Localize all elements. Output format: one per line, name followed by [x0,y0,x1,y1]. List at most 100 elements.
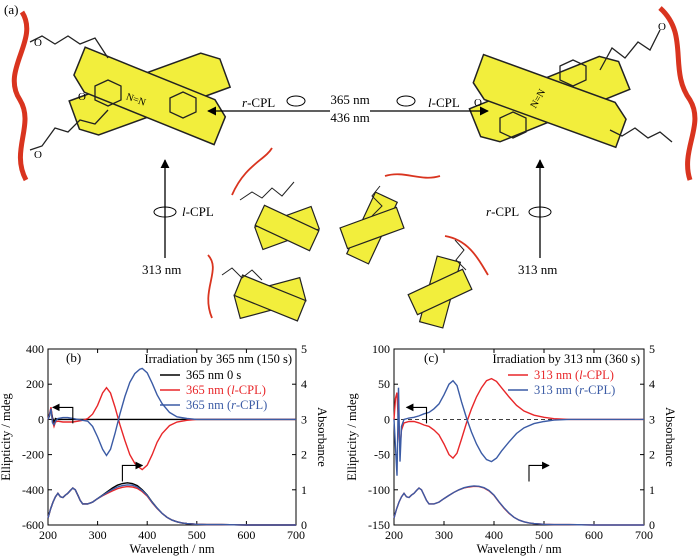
y2-tick-label: 3 [301,412,307,426]
wavelength-365-label: 365 nm [330,92,369,107]
mesogen-small-6 [339,206,405,250]
y2-tick-label: 0 [301,518,307,532]
benzene-ring-lower [499,111,527,139]
y-tick-label: 50 [378,377,390,391]
series-line [393,485,644,526]
chart-title: Irradiation by 313 nm (360 s) [492,352,640,366]
y-axis-label: Ellipticity / mdeg [0,393,13,481]
legend-entry: 365 nm (r-CPL) [186,398,267,412]
panel-label-a: (a) [4,2,18,17]
wavelength-313-label-left: 313 nm [142,262,181,277]
y2-tick-label: 5 [301,342,307,356]
x-tick-label: 200 [39,528,57,542]
oxygen-label: O [34,37,42,49]
y2-tick-label: 4 [301,377,307,391]
legend-entry: 365 nm 0 s [186,368,241,382]
legend-entry: 365 nm (l-CPL) [186,383,266,397]
y-tick-label: 0 [38,412,44,426]
oxygen-label: O [658,21,666,33]
alkyl-chain-small [239,181,295,201]
polymer-chain-small [207,254,214,319]
x-tick-label: 700 [287,528,305,542]
y-tick-label: -600 [22,518,44,532]
chart-title: Irradiation by 365 nm (150 s) [144,352,292,366]
benzene-ring-left [94,79,122,107]
panel-label-c: (c) [424,350,438,365]
axis-pointer-arrow [121,461,144,482]
y-tick-label: 100 [372,342,390,356]
l-cpl-label-top: l-CPL [428,95,460,110]
alkyl-chain-lower-right [609,127,673,143]
series-line [47,485,296,526]
y-tick-label: -400 [22,483,44,497]
plot-frame [47,348,297,526]
rotation-icon [528,206,552,218]
series-line [47,386,296,471]
y-tick-label: -200 [22,448,44,462]
polymer-chain-right [658,6,698,181]
mesogen-block-4 [472,53,627,149]
molecule-cluster-center [207,147,489,329]
y2-tick-label: 1 [649,483,655,497]
series-line [47,367,296,457]
y2-axis-label: Absorbance [315,407,329,467]
mesogen-small-2 [254,204,320,252]
x-tick-label: 600 [585,528,603,542]
legend-entry: 313 nm (l-CPL) [534,368,614,382]
axis-pointer-arrow [405,403,428,424]
alkyl-chain-small [371,185,383,217]
oxygen-label: O [34,149,42,161]
x-tick-label: 300 [89,528,107,542]
y-tick-label: 200 [26,377,44,391]
x-axis-label: Wavelength / nm [129,542,214,556]
mesogen-small-4 [233,274,307,322]
r-cpl-label-top: r-CPL [242,95,275,110]
x-axis-label: Wavelength / nm [476,542,561,556]
mesogen-small-8 [407,268,473,316]
y2-tick-label: 4 [649,377,655,391]
y-tick-label: 0 [384,412,390,426]
oxygen-label: O [474,97,482,109]
rotation-icon [286,95,306,107]
x-tick-label: 600 [237,528,255,542]
y2-tick-label: 2 [301,448,307,462]
y-axis-label: Ellipticity / mdeg [345,393,359,481]
series-line [393,485,644,526]
y-tick-label: -50 [374,448,390,462]
polymer-chain-small [384,173,441,179]
x-tick-label: 400 [485,528,503,542]
wavelength-313-label-right: 313 nm [518,262,557,277]
alkyl-chain-upper-left [29,35,109,59]
y-tick-label: -150 [368,518,390,532]
chart-b: (b) 200 300 400 500 600 700 400 200 0 -200 -400 -60… [0,342,329,556]
molecule-left: O O O N=N [11,10,232,182]
panel-label-b: (b) [66,350,81,365]
y2-tick-label: 2 [649,448,655,462]
x-tick-label: 500 [188,528,206,542]
y2-axis-label: Absorbance [663,407,677,467]
x-tick-label: 200 [385,528,403,542]
alkyl-chain-lower-left [29,109,109,151]
l-cpl-label-left: l-CPL [182,204,214,219]
x-tick-label: 300 [435,528,453,542]
polymer-chain-small [444,235,489,276]
y-tick-label: -100 [368,483,390,497]
scheme-panel: (a) O O O N=N [4,2,698,329]
y2-tick-label: 5 [649,342,655,356]
molecule-right: O O N=N [468,6,698,181]
wavelength-436-label: 436 nm [330,110,369,125]
polymer-chain-left [11,10,30,182]
benzene-ring-right [169,91,197,119]
y2-tick-label: 1 [301,483,307,497]
series-line [47,484,296,526]
axis-pointer-arrow [528,461,550,482]
rotation-icon [396,95,416,107]
mesogen-block-2 [73,46,227,146]
x-tick-label: 500 [535,528,553,542]
polymer-chain-small [231,147,273,196]
r-cpl-label-right: r-CPL [486,204,519,219]
y2-tick-label: 0 [649,518,655,532]
series-line [393,379,644,476]
